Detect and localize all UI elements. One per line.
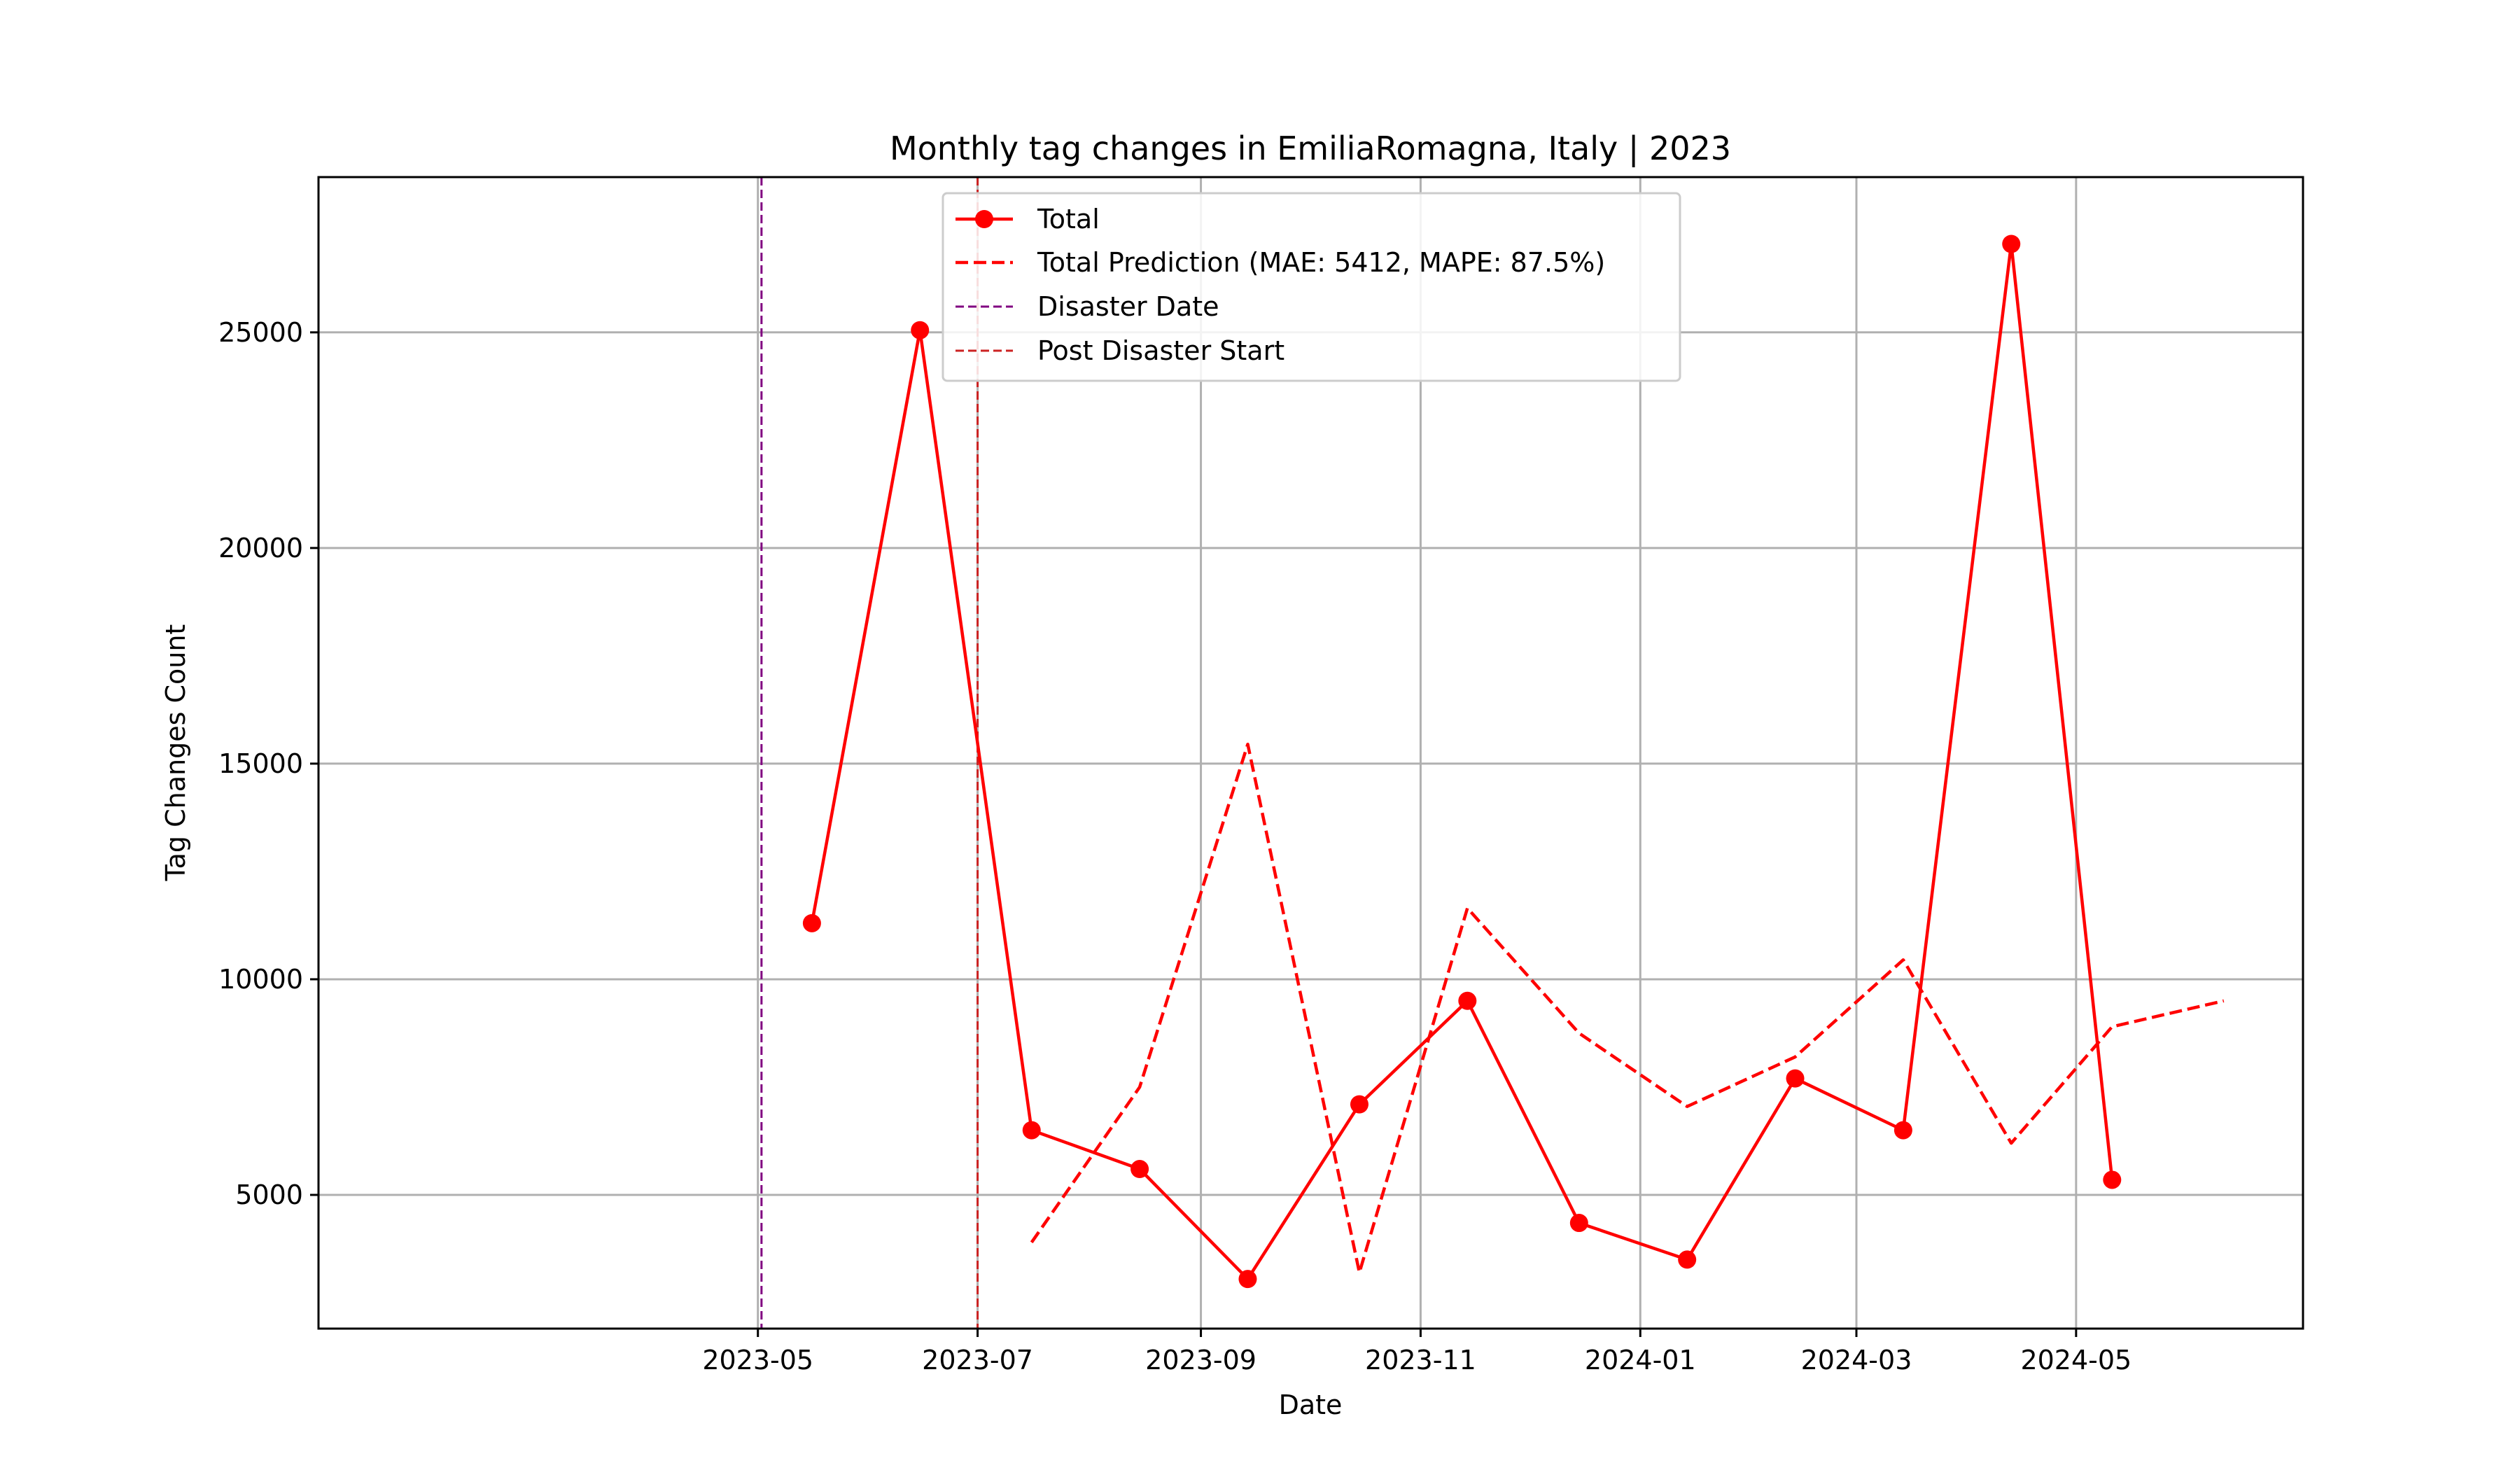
data-point-total bbox=[2103, 1170, 2122, 1189]
x-tick-label: 2023-07 bbox=[922, 1345, 1033, 1376]
x-tick-label: 2024-01 bbox=[1585, 1345, 1696, 1376]
plot-frame bbox=[317, 176, 2304, 1330]
data-point-total bbox=[1022, 1121, 1041, 1140]
data-point-total bbox=[1678, 1250, 1697, 1269]
data-point-total bbox=[1786, 1069, 1805, 1088]
y-tick-label: 25000 bbox=[218, 317, 303, 348]
y-tick-label: 10000 bbox=[218, 964, 303, 995]
chart-title: Monthly tag changes in EmiliaRomagna, It… bbox=[890, 130, 1731, 168]
data-point-total bbox=[1569, 1214, 1588, 1233]
y-tick-label: 5000 bbox=[235, 1180, 303, 1210]
y-tick-label: 15000 bbox=[218, 748, 303, 779]
x-tick-label: 2023-09 bbox=[1145, 1345, 1256, 1376]
y-axis-title: Tag Changes Count bbox=[160, 624, 191, 882]
y-axis: 5000 10000 15000 20000 25000 bbox=[218, 317, 318, 1210]
data-point-total bbox=[1350, 1095, 1368, 1114]
legend-marker-total bbox=[975, 210, 993, 228]
legend-label-total: Total bbox=[1037, 204, 1100, 234]
data-point-total bbox=[1458, 991, 1477, 1010]
legend-label-prediction: Total Prediction (MAE: 5412, MAPE: 87.5%… bbox=[1037, 247, 1605, 278]
data-point-total bbox=[911, 321, 930, 340]
y-tick-label: 20000 bbox=[218, 533, 303, 564]
x-tick-label: 2023-05 bbox=[702, 1345, 813, 1376]
data-point-total bbox=[802, 913, 821, 932]
x-tick-label: 2023-11 bbox=[1365, 1345, 1476, 1376]
legend-label-disaster-date: Disaster Date bbox=[1037, 291, 1219, 322]
legend: Total Total Prediction (MAE: 5412, MAPE:… bbox=[941, 192, 1681, 382]
series-line-prediction bbox=[1030, 742, 2225, 1275]
x-tick-label: 2024-03 bbox=[1801, 1345, 1912, 1376]
series-layer bbox=[802, 234, 2225, 1289]
x-tick-label: 2024-05 bbox=[2020, 1345, 2132, 1376]
data-point-total bbox=[2002, 234, 2021, 253]
x-axis: 2023-05 2023-07 2023-09 2023-11 2024-01 2024-… bbox=[702, 1329, 2132, 1376]
legend-label-post-disaster-start: Post Disaster Start bbox=[1037, 335, 1284, 366]
x-axis-title: Date bbox=[1279, 1390, 1343, 1420]
legend-box bbox=[941, 192, 1681, 382]
data-point-total bbox=[1130, 1160, 1149, 1179]
data-point-total bbox=[1238, 1270, 1257, 1289]
data-point-total bbox=[1893, 1121, 1912, 1140]
